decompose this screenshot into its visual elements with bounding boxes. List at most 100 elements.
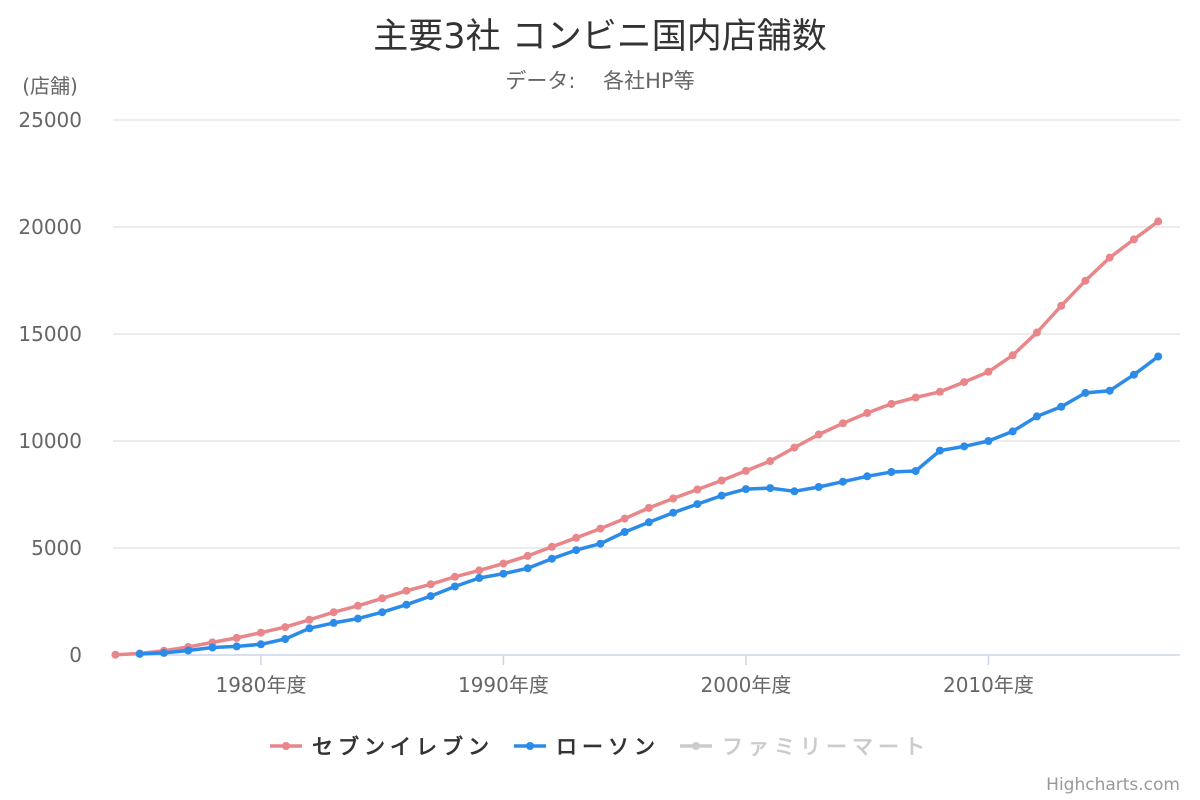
data-point[interactable] <box>572 546 581 555</box>
data-point[interactable] <box>935 446 944 455</box>
data-point[interactable] <box>644 503 653 512</box>
y-tick-label: 10000 <box>18 429 82 453</box>
data-point[interactable] <box>547 542 556 551</box>
data-point[interactable] <box>960 378 969 387</box>
data-point[interactable] <box>766 484 775 493</box>
data-point[interactable] <box>1032 412 1041 421</box>
data-point[interactable] <box>1008 427 1017 436</box>
data-point[interactable] <box>790 443 799 452</box>
x-tick-label: 2000年度 <box>700 673 791 697</box>
data-point[interactable] <box>1129 370 1138 379</box>
data-point[interactable] <box>693 500 702 509</box>
legend-symbol-marker <box>692 742 700 750</box>
data-point[interactable] <box>1081 388 1090 397</box>
data-point[interactable] <box>863 472 872 481</box>
data-point[interactable] <box>911 393 920 402</box>
data-point[interactable] <box>1154 352 1163 361</box>
data-point[interactable] <box>596 524 605 533</box>
data-point[interactable] <box>1129 235 1138 244</box>
data-point[interactable] <box>960 442 969 451</box>
data-point[interactable] <box>1057 402 1066 411</box>
data-point[interactable] <box>838 419 847 428</box>
data-point[interactable] <box>669 508 678 517</box>
data-point[interactable] <box>984 437 993 445</box>
data-point[interactable] <box>135 649 144 658</box>
data-point[interactable] <box>887 468 896 476</box>
data-point[interactable] <box>523 551 532 560</box>
data-point[interactable] <box>256 628 265 637</box>
legend-symbol-marker <box>526 742 534 750</box>
data-point[interactable] <box>208 643 217 652</box>
data-point[interactable] <box>887 399 896 408</box>
data-point[interactable] <box>669 494 678 503</box>
legend-label: セブンイレブン <box>312 735 494 759</box>
data-point[interactable] <box>717 491 726 500</box>
data-point[interactable] <box>1105 386 1114 395</box>
data-point[interactable] <box>1105 253 1114 262</box>
data-point[interactable] <box>1032 328 1041 337</box>
data-point[interactable] <box>305 615 314 624</box>
x-tick-label: 1990年度 <box>458 673 549 697</box>
data-point[interactable] <box>402 600 411 609</box>
data-point[interactable] <box>984 367 993 376</box>
data-point[interactable] <box>547 554 556 563</box>
data-point[interactable] <box>620 514 629 523</box>
data-point[interactable] <box>499 569 508 578</box>
data-point[interactable] <box>499 559 508 568</box>
data-point[interactable] <box>329 608 338 617</box>
data-point[interactable] <box>838 477 847 486</box>
data-point[interactable] <box>450 572 459 581</box>
data-point[interactable] <box>329 618 338 627</box>
data-point[interactable] <box>1057 301 1066 310</box>
data-point[interactable] <box>523 564 532 573</box>
data-point[interactable] <box>232 633 241 642</box>
data-point[interactable] <box>814 430 823 439</box>
data-point[interactable] <box>378 608 387 617</box>
data-point[interactable] <box>256 640 265 649</box>
data-point[interactable] <box>741 485 750 494</box>
data-point[interactable] <box>717 476 726 485</box>
data-point[interactable] <box>596 539 605 548</box>
data-point[interactable] <box>475 574 484 582</box>
data-point[interactable] <box>572 533 581 542</box>
series-line <box>113 219 1160 657</box>
data-point[interactable] <box>814 483 823 491</box>
data-point[interactable] <box>184 646 193 655</box>
data-point[interactable] <box>644 518 653 527</box>
data-point[interactable] <box>111 650 120 659</box>
data-point[interactable] <box>1081 276 1090 285</box>
data-point[interactable] <box>281 635 290 643</box>
legend-item-1[interactable]: セブンイレブン <box>270 735 494 759</box>
y-tick-label: 0 <box>69 643 82 667</box>
data-point[interactable] <box>475 566 484 575</box>
data-point[interactable] <box>159 648 168 657</box>
data-point[interactable] <box>232 642 241 651</box>
y-axis-tick-labels: 0 5000 10000 15000 20000 25000 <box>18 108 82 667</box>
data-point[interactable] <box>426 592 435 601</box>
y-axis-label: (店舗) <box>22 74 78 98</box>
data-point[interactable] <box>766 457 775 466</box>
data-point[interactable] <box>450 582 459 591</box>
data-point[interactable] <box>935 387 944 396</box>
data-point[interactable] <box>620 528 629 536</box>
data-point[interactable] <box>353 614 362 623</box>
legend-label: ファミリーマート <box>722 735 930 759</box>
legend-item-2[interactable]: ローソン <box>514 735 660 759</box>
data-point[interactable] <box>1154 217 1163 226</box>
data-point[interactable] <box>863 409 872 417</box>
data-point[interactable] <box>693 485 702 494</box>
data-point[interactable] <box>426 580 435 589</box>
data-point[interactable] <box>911 467 920 475</box>
data-point[interactable] <box>402 586 411 595</box>
credits-link[interactable]: Highcharts.com <box>1046 775 1180 795</box>
data-point[interactable] <box>378 594 387 603</box>
chart-title: 主要3社 コンビニ国内店舗数 <box>373 17 826 57</box>
data-point[interactable] <box>305 624 314 633</box>
x-tick-label: 1980年度 <box>215 673 306 697</box>
legend-item-3[interactable]: ファミリーマート <box>680 735 930 759</box>
data-point[interactable] <box>281 623 290 632</box>
data-point[interactable] <box>1008 351 1017 360</box>
data-point[interactable] <box>790 487 799 496</box>
data-point[interactable] <box>353 601 362 610</box>
data-point[interactable] <box>741 466 750 475</box>
